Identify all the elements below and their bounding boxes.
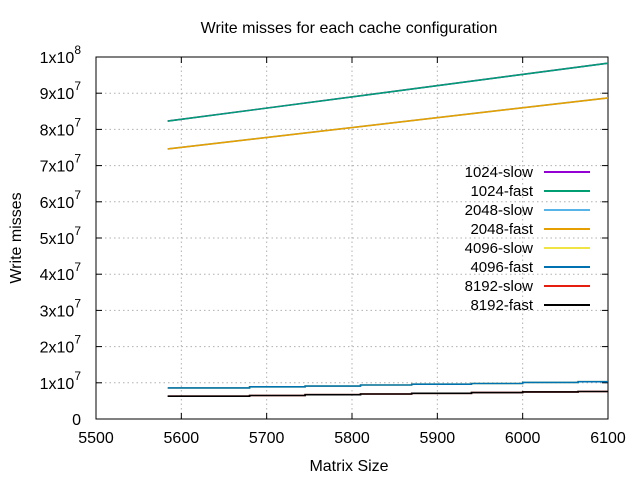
- y-tick-label: 7x107: [40, 152, 82, 176]
- y-tick-label: 0: [72, 412, 81, 429]
- legend: 1024-slow 1024-fast 2048-slow 2048-fast 4096…: [465, 164, 590, 314]
- legend-label-1024-slow: 1024-slow: [465, 164, 534, 181]
- legend-label-8192-fast: 8192-fast: [470, 297, 533, 314]
- series-2048-fast-line: [167, 97, 609, 150]
- y-tick-label: 8x107: [40, 115, 82, 139]
- x-tick-label: 6000: [505, 430, 541, 447]
- legend-label-4096-slow: 4096-slow: [465, 240, 534, 257]
- legend-label-4096-fast: 4096-fast: [470, 259, 533, 276]
- x-tick-label: 5900: [420, 430, 456, 447]
- y-tick-label: 4x107: [40, 260, 82, 284]
- y-tick-label: 9x107: [40, 79, 82, 103]
- x-tick-label: 5700: [249, 430, 285, 447]
- x-tick-label: 5500: [78, 430, 114, 447]
- x-tick-label: 6100: [590, 430, 626, 447]
- grid: [96, 57, 608, 419]
- series-8192-fast-line: [167, 390, 608, 398]
- y-tick-label: 3x107: [40, 296, 82, 320]
- y-tick-label: 2x107: [40, 333, 82, 357]
- legend-label-2048-fast: 2048-fast: [470, 221, 533, 238]
- y-tick-label: 1x107: [40, 369, 82, 393]
- series-1024-fast-line: [167, 62, 609, 122]
- x-tick-label: 5600: [164, 430, 200, 447]
- y-tick-label: 5x107: [40, 224, 82, 248]
- y-tick-label: 6x107: [40, 188, 82, 212]
- axis-ticks: 5500 5600 5700 5800 5900 6000 6100 0 1x107 2x107 3…: [40, 43, 626, 447]
- legend-label-8192-slow: 8192-slow: [465, 278, 534, 295]
- legend-label-1024-fast: 1024-fast: [470, 183, 533, 200]
- x-axis-label: Matrix Size: [309, 458, 388, 475]
- legend-label-2048-slow: 2048-slow: [465, 202, 534, 219]
- y-tick-label: 1x108: [40, 43, 82, 67]
- x-tick-label: 5800: [334, 430, 370, 447]
- chart-title: Write misses for each cache configuratio…: [201, 20, 498, 37]
- y-axis-label: Write misses: [8, 192, 25, 283]
- series-lines: [167, 62, 609, 398]
- series-4096-fast-line: [167, 380, 608, 389]
